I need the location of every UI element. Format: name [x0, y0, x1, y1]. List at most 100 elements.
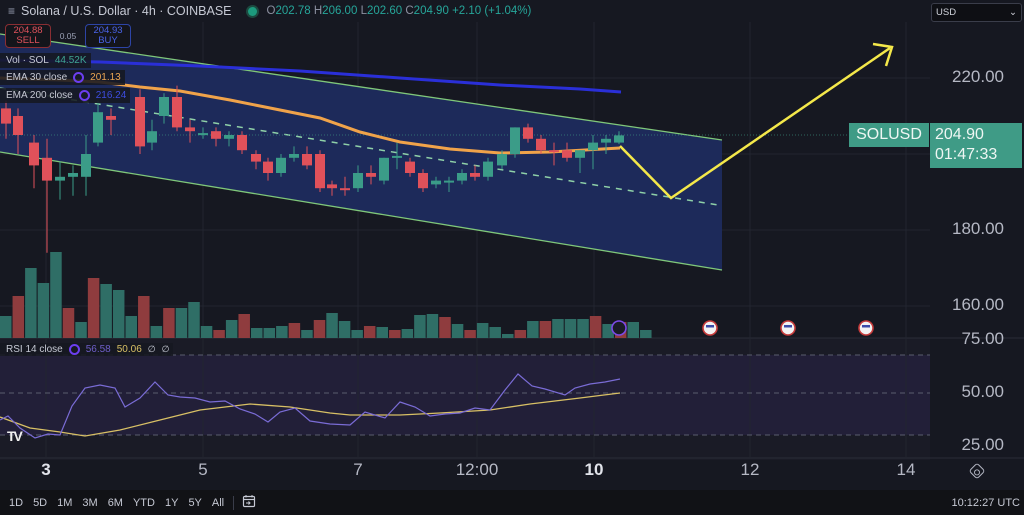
buy-button[interactable]: 204.93 BUY	[85, 24, 131, 48]
candle	[523, 127, 533, 139]
sell-label: SELL	[16, 35, 40, 46]
volume-bar	[451, 324, 464, 338]
divider	[233, 495, 235, 510]
candle	[340, 188, 350, 191]
close-value: 204.90	[413, 5, 449, 17]
candle	[81, 154, 91, 177]
time-tick: 12	[740, 460, 760, 479]
volume-bar	[338, 321, 351, 338]
candle	[575, 150, 585, 158]
volume-bar	[464, 330, 476, 338]
candle	[470, 173, 480, 177]
volume-bar	[351, 330, 363, 338]
candle	[13, 116, 23, 135]
candle	[549, 150, 559, 153]
legend-rsi[interactable]: RSI 14 close 56.58 50.06 ∅ ∅	[0, 343, 174, 356]
high-value: 206.00	[322, 5, 358, 17]
chevron-down-icon: ⌄	[1009, 7, 1017, 18]
range-button-5y[interactable]: 5Y	[188, 496, 202, 509]
time-tick: 12:00	[455, 460, 499, 479]
time-tick: 5	[198, 460, 208, 479]
range-button-all[interactable]: All	[211, 496, 225, 509]
rsi-band	[0, 355, 930, 435]
range-button-ytd[interactable]: YTD	[132, 496, 155, 509]
volume-bar	[25, 268, 37, 338]
rsi-na-1: ∅	[147, 344, 156, 354]
high-label: H	[313, 5, 323, 17]
volume-bar	[539, 321, 552, 338]
volume-bar	[326, 313, 338, 338]
volume-bar	[439, 317, 451, 338]
ema200-name: EMA 200 close	[6, 90, 73, 101]
sell-button[interactable]: 204.88 SELL	[5, 24, 51, 48]
candle	[276, 157, 286, 173]
market-open-icon	[247, 6, 257, 16]
volume-bar	[627, 322, 639, 338]
volume-bar	[188, 302, 200, 338]
candle	[418, 173, 428, 189]
open-value: 202.78	[275, 5, 311, 17]
volume-bar	[313, 320, 326, 338]
legend-ema30[interactable]: EMA 30 close 201.13	[0, 70, 125, 85]
volume-bar	[138, 296, 150, 338]
candle	[366, 173, 376, 177]
volume-bar	[389, 330, 401, 338]
range-button-5d[interactable]: 5D	[33, 496, 48, 509]
rsi-tick: 25.00	[961, 435, 1004, 454]
rsi-na-2: ∅	[161, 344, 170, 354]
low-label: L	[360, 5, 367, 17]
us-flag-event-icon	[780, 320, 796, 336]
volume-bar	[414, 315, 426, 338]
candle	[431, 180, 441, 185]
range-buttons: 1D 5D 1M 3M 6M YTD 1Y 5Y All	[0, 497, 229, 509]
candle	[68, 173, 78, 177]
volume-bar	[150, 326, 163, 338]
legend-volume[interactable]: Vol · SOL 44.52K	[0, 53, 91, 68]
rsi-ma-line	[0, 392, 621, 437]
currency-value: USD	[936, 7, 957, 18]
menu-icon[interactable]: ≡	[8, 4, 16, 18]
candle	[510, 127, 520, 154]
volume-bar	[12, 296, 25, 338]
price-tick: 220.00	[952, 67, 1004, 86]
legend-ema200[interactable]: EMA 200 close 216.24	[0, 88, 131, 103]
range-button-1y[interactable]: 1Y	[164, 496, 179, 509]
candle	[444, 180, 454, 183]
bottom-toolbar: 1D 5D 1M 3M 6M YTD 1Y 5Y All 10:12:27 UTC	[0, 490, 1024, 515]
volume-bar	[213, 330, 225, 338]
volume-bar	[577, 319, 589, 338]
volume-bar	[225, 320, 238, 338]
range-button-1d[interactable]: 1D	[9, 496, 24, 509]
calendar-goto-icon[interactable]	[242, 494, 256, 511]
rsi-value: 56.58	[85, 344, 111, 355]
tradingview-logo[interactable]: TV	[7, 428, 23, 444]
volume-bar	[163, 308, 175, 338]
rsi-tick: 50.00	[961, 382, 1004, 401]
last-price-tag: 204.90 01:47:33	[930, 123, 1022, 168]
price-tick: 160.00	[952, 295, 1004, 314]
candle	[405, 161, 415, 173]
symbol-title[interactable]: Solana / U.S. Dollar · 4h · COINBASE	[21, 4, 232, 18]
candle	[483, 161, 493, 177]
range-button-6m[interactable]: 6M	[107, 496, 123, 509]
open-label: O	[266, 5, 276, 17]
volume-bar	[0, 316, 12, 338]
volume-bar	[476, 323, 489, 338]
candle	[251, 154, 261, 162]
range-button-1m[interactable]: 1M	[57, 496, 73, 509]
low-value: 202.60	[366, 5, 403, 17]
candle	[185, 127, 195, 132]
candle	[106, 116, 116, 120]
currency-select[interactable]: USD ⌄	[931, 3, 1022, 22]
utc-clock[interactable]: 10:12:27 UTC	[951, 496, 1020, 509]
price-tick: 180.00	[952, 219, 1004, 238]
volume-bar	[75, 322, 87, 338]
spread-value: 0.05	[59, 31, 77, 41]
rsi-ma-value: 50.06	[116, 344, 142, 355]
volume-bar	[426, 314, 439, 338]
projection-arrow	[619, 46, 891, 200]
candle	[536, 138, 546, 151]
volume-bar	[251, 328, 263, 338]
range-button-3m[interactable]: 3M	[82, 496, 98, 509]
